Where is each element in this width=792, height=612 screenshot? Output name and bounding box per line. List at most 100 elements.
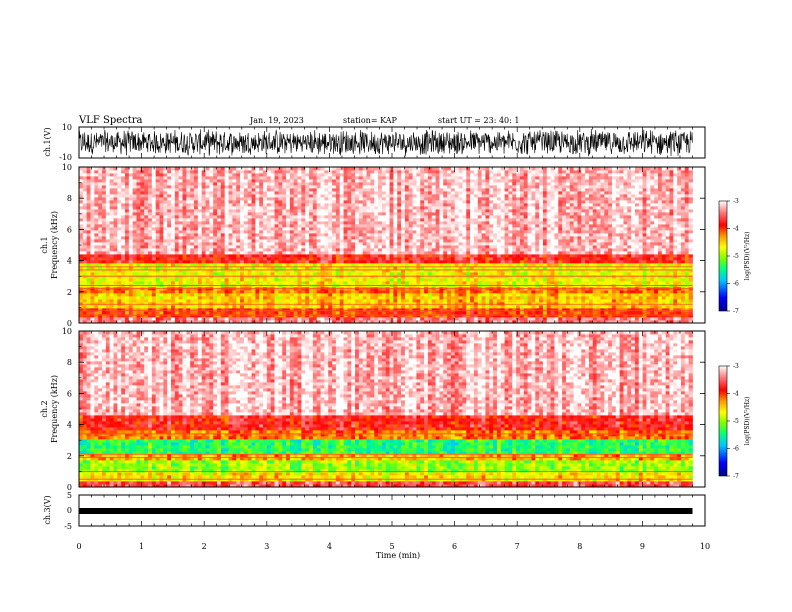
ch1-spectrogram-cell: [263, 227, 268, 231]
ch1-spectrogram-cell: [416, 188, 421, 192]
ch1-spectrogram-cell: [431, 248, 436, 252]
ch1-spectrogram-cell: [105, 320, 111, 324]
ch1-spectrogram-cell: [355, 221, 360, 225]
ch1-spectrogram-cell: [378, 215, 383, 219]
ch1-spectrogram-cell: [408, 203, 413, 207]
ch1-spectrogram-cell: [270, 197, 275, 201]
ch1-spectrogram-cell: [358, 215, 364, 219]
ch1-spectrogram-cell: [186, 230, 191, 234]
ch1-spectrogram-cell: [132, 179, 137, 183]
ch1-spectrogram-cell: [190, 170, 195, 174]
ch1-spectrogram-cell: [105, 230, 111, 234]
ch1-spectrogram-cell: [378, 263, 383, 267]
ch1-spectrogram-cell: [324, 230, 329, 234]
ch1-spectrogram-cell: [174, 254, 180, 258]
ch1-spectrogram-cell: [159, 305, 164, 309]
ch1-spectrogram-cell: [385, 242, 390, 246]
ch1-spectrogram-cell: [370, 167, 375, 171]
ch1-spectrogram-cell: [232, 230, 237, 234]
ch1-spectrogram-cell: [224, 239, 229, 243]
ch1-spectrogram-cell: [355, 167, 360, 171]
ch1-spectrogram-cell: [282, 209, 287, 213]
ch1-spectrogram-cell: [427, 209, 433, 213]
ch1-spectrogram-cell: [443, 269, 448, 273]
ch1-spectrogram-cell: [194, 197, 199, 201]
ch1-spectrogram-cell: [171, 182, 176, 186]
ch1-spectrogram-cell: [201, 302, 206, 306]
ch1-spectrogram-cell: [182, 230, 187, 234]
ch1-spectrogram-cell: [347, 245, 352, 249]
ch1-spectrogram-cell: [343, 230, 348, 234]
ch1-spectrogram-cell: [151, 212, 157, 216]
ch1-spectrogram-cell: [240, 254, 245, 258]
ch1-spectrogram-cell: [316, 182, 321, 186]
ch1-spectrogram-cell: [439, 167, 444, 171]
ch1-spectrogram-cell: [232, 209, 237, 213]
ch1-spectrogram-cell: [404, 272, 410, 276]
ch1-spectrogram-cell: [427, 236, 433, 240]
ch1-spectrogram-cell: [190, 299, 195, 303]
ch1-spectrogram-cell: [79, 263, 84, 267]
ch1-spectrogram-cell: [194, 293, 199, 297]
ch1-spectrogram-cell: [163, 281, 168, 285]
ch1-spectrogram-cell: [163, 227, 168, 231]
ch1-spectrogram-cell: [370, 290, 375, 294]
ch1-spectrogram-cell: [232, 269, 237, 273]
ch1-spectrogram-cell: [301, 167, 306, 171]
ch1-spectrogram-cell: [320, 233, 325, 237]
ch1-spectrogram-cell: [316, 200, 321, 204]
ch1-spectrogram-cell: [355, 179, 360, 183]
ch1-spectrogram-cell: [427, 281, 433, 285]
ch1-spectrogram-cell: [305, 311, 310, 315]
ch1-spectrogram-cell: [439, 266, 444, 270]
ch1-spectrogram-cell: [128, 302, 134, 306]
ch1-spectrogram-cell: [351, 236, 356, 240]
ch1-spectrogram-cell: [408, 212, 413, 216]
ch1-spectrogram-cell: [297, 200, 302, 204]
ch1-spectrogram-cell: [228, 218, 233, 222]
ch1-spectrogram-cell: [190, 191, 195, 195]
ch1-spectrogram-cell: [328, 197, 333, 201]
ch1-spectrogram-cell: [420, 179, 425, 183]
ch1-spectrogram-cell: [109, 230, 114, 234]
ch1-spectrogram-cell: [347, 254, 352, 258]
ch1-spectrogram-cell: [439, 296, 444, 300]
ch1-spectrogram-cell: [424, 260, 429, 264]
ch1-spectrogram-cell: [366, 257, 371, 261]
ch1-spectrogram-cell: [220, 215, 226, 219]
ch1-spectrogram-cell: [332, 296, 337, 300]
ch1-spectrogram-cell: [240, 245, 245, 249]
ch1-spectrogram-cell: [343, 311, 348, 315]
ch1-spectrogram-cell: [194, 182, 199, 186]
ch1-spectrogram-cell: [98, 293, 103, 297]
ch1-spectrogram-cell: [171, 302, 176, 306]
ch1-spectrogram-cell: [82, 230, 88, 234]
ch1-spectrogram-cell: [90, 257, 95, 261]
ch1-spectrogram-cell: [404, 203, 410, 207]
ch1-spectrogram-cell: [358, 221, 364, 225]
ch1-spectrogram-cell: [109, 218, 114, 222]
ch1-spectrogram-cell: [312, 269, 318, 273]
ch1-spectrogram-cell: [236, 188, 241, 192]
ch1-spectrogram-cell: [385, 296, 390, 300]
ch1-spectrogram-cell: [401, 200, 406, 204]
ch1-spectrogram-cell: [132, 266, 137, 270]
ch1-spectrogram-cell: [282, 191, 287, 195]
ch1-spectrogram-cell: [163, 230, 168, 234]
ch1-spectrogram-cell: [332, 221, 337, 225]
ch1-spectrogram-cell: [197, 182, 203, 186]
ch1-spectrogram-cell: [278, 230, 283, 234]
ch1-spectrogram-cell: [278, 248, 283, 252]
ch1-spectrogram-cell: [82, 167, 88, 171]
ch1-spectrogram-cell: [132, 206, 137, 210]
ch1-spectrogram-cell: [286, 191, 291, 195]
ch1-spectrogram-cell: [439, 185, 444, 189]
ch1-spectrogram-cell: [362, 251, 367, 255]
ch1-spectrogram-cell: [309, 317, 314, 321]
ch1-spectrogram-cell: [416, 320, 421, 324]
ch1-spectrogram-cell: [309, 257, 314, 261]
ch1-spectrogram-cell: [220, 227, 226, 231]
ch1-spectrogram-cell: [401, 185, 406, 189]
ch1-spectrogram-cell: [224, 215, 229, 219]
ch1-spectrogram-cell: [186, 260, 191, 264]
